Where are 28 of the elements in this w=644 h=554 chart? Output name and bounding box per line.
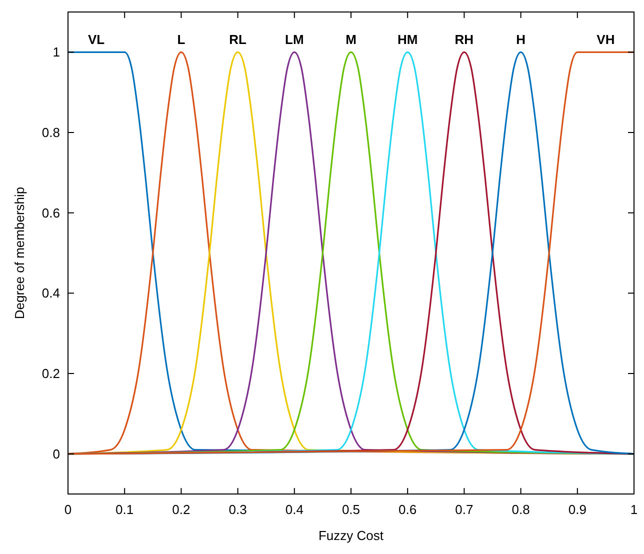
x-tick-label: 0.7 (455, 502, 474, 517)
x-tick-label: 0.3 (228, 502, 247, 517)
series-label: L (177, 32, 186, 48)
series-label: RL (229, 32, 247, 48)
y-tick-label: 0.6 (42, 205, 60, 220)
x-tick-label: 0.9 (568, 502, 586, 517)
x-tick-label: 0.5 (342, 502, 360, 517)
series-label: M (346, 32, 356, 48)
y-tick-label: 0 (52, 446, 60, 462)
x-tick-label: 0 (64, 502, 72, 517)
y-tick-label: 0.2 (42, 366, 60, 381)
x-tick-label: 0.1 (116, 502, 134, 517)
y-axis-title: Degree of membership (12, 186, 27, 320)
y-tick-label: 0.8 (42, 125, 60, 140)
series-label: VL (88, 32, 105, 48)
series-label: H (516, 32, 526, 48)
y-tick-label: 0.4 (42, 286, 60, 301)
x-tick-label: 0.6 (398, 502, 417, 517)
series-label: VH (596, 32, 615, 48)
x-tick-label: 0.4 (285, 502, 304, 517)
series-label: LM (285, 32, 304, 48)
y-tick-label: 1 (52, 44, 60, 60)
x-tick-label: 0.2 (172, 502, 190, 517)
series-label: HM (397, 32, 418, 48)
x-tick-label: 0.8 (512, 502, 530, 517)
series-label: RH (454, 32, 474, 48)
x-tick-label: 1 (630, 502, 638, 517)
x-axis-title: Fuzzy Cost (318, 528, 384, 543)
